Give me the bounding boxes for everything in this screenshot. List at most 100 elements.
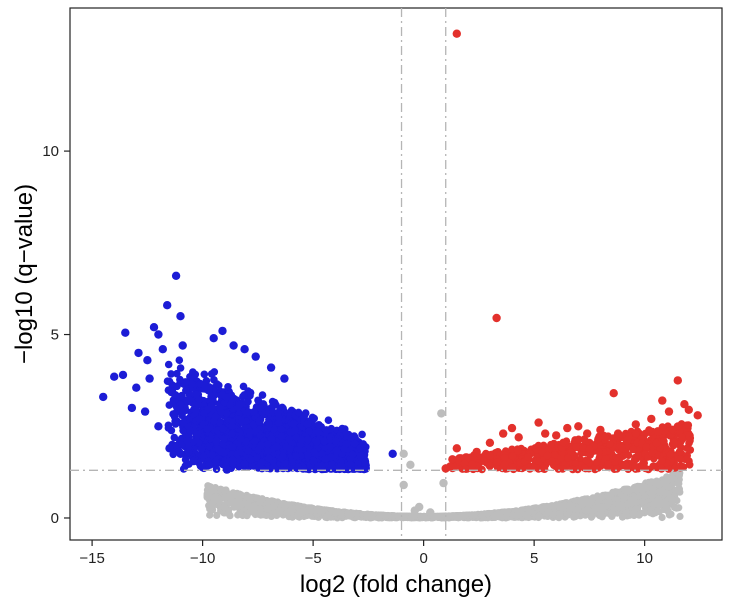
upregulated-point (686, 436, 694, 445)
non-significant-point (592, 504, 600, 512)
non-significant-cloud (203, 469, 684, 522)
downregulated-point (342, 430, 350, 438)
upregulated-point (508, 452, 517, 461)
upregulated-point (530, 463, 538, 472)
non-significant-point (303, 506, 312, 514)
upregulated-point (514, 447, 522, 455)
upregulated-point (548, 457, 556, 465)
non-significant-point (225, 492, 233, 500)
upregulated-cloud (447, 420, 695, 474)
non-significant-point (668, 475, 677, 483)
upregulated-point (617, 444, 626, 452)
non-significant-point (256, 498, 264, 507)
downregulated-point (207, 370, 216, 378)
non-significant-point (630, 509, 638, 517)
upregulated-point (645, 426, 653, 434)
upregulated-point (540, 465, 549, 474)
upregulated-point (658, 457, 666, 465)
non-significant-point (549, 510, 558, 518)
upregulated-point (683, 444, 691, 453)
non-significant-point (567, 502, 575, 510)
non-significant-point (233, 492, 242, 500)
downregulated-point (200, 370, 209, 379)
upregulated-point (572, 460, 580, 468)
upregulated-point (676, 455, 685, 463)
upregulated-point (678, 433, 686, 441)
upregulated-point (664, 465, 673, 473)
non-significant-point (318, 507, 326, 515)
upregulated-point (592, 458, 601, 467)
upregulated-point (676, 448, 684, 456)
non-significant-point (244, 500, 252, 508)
non-significant-point (366, 511, 374, 519)
non-significant-point (346, 510, 354, 518)
non-significant-point (468, 511, 476, 519)
upregulated-point (685, 461, 694, 469)
downregulated-point (175, 356, 184, 365)
upregulated-point (670, 438, 678, 447)
non-significant-point (611, 488, 620, 496)
non-significant-point (668, 497, 677, 505)
non-significant-point (661, 499, 669, 507)
non-significant-point (273, 510, 281, 518)
non-significant-point (665, 511, 674, 519)
upregulated-point (524, 453, 533, 461)
upregulated-point (462, 465, 470, 473)
non-significant-point (234, 511, 242, 519)
non-significant-point (313, 506, 321, 514)
non-significant-point (658, 513, 666, 522)
non-significant-point (642, 484, 650, 492)
downregulated-point (177, 440, 186, 448)
downregulated-point (164, 386, 173, 395)
non-significant-point (618, 513, 627, 521)
non-significant-point (664, 483, 672, 491)
upregulated-point (606, 440, 614, 449)
upregulated-point (508, 445, 516, 454)
non-significant-point (206, 511, 214, 519)
non-significant-point (556, 510, 564, 518)
non-significant-point (604, 491, 612, 499)
upregulated-point (624, 451, 633, 460)
non-significant-point (675, 485, 684, 493)
non-significant-point (509, 511, 517, 519)
upregulated-point (558, 465, 567, 473)
upregulated-point (533, 457, 542, 465)
upregulated-point (486, 462, 494, 471)
downregulated-point (169, 450, 177, 459)
upregulated-point (469, 454, 478, 463)
non-significant-point (588, 496, 596, 504)
upregulated-point (581, 436, 589, 445)
upregulated-point (572, 443, 581, 451)
upregulated-point (579, 443, 587, 452)
upregulated-point (679, 463, 688, 471)
non-significant-point (638, 498, 646, 506)
upregulated-point (642, 443, 651, 451)
non-significant-point (217, 485, 225, 493)
non-significant-point (675, 471, 683, 479)
non-significant-point (620, 493, 628, 501)
upregulated-point (486, 452, 494, 460)
downregulated-point (244, 397, 252, 406)
upregulated-point (660, 437, 668, 446)
upregulated-point (652, 439, 661, 448)
upregulated-point (674, 422, 682, 430)
non-significant-point (225, 509, 233, 517)
upregulated-point (604, 460, 612, 468)
upregulated-point (500, 454, 509, 462)
non-significant-point (574, 506, 582, 514)
downregulated-point (167, 370, 175, 378)
upregulated-point (480, 457, 489, 465)
non-significant-point (582, 506, 590, 515)
downregulated-point (173, 382, 181, 391)
upregulated-point (493, 458, 502, 466)
non-significant-point (235, 502, 244, 511)
upregulated-point (647, 448, 656, 457)
upregulated-point (666, 450, 675, 459)
upregulated-point (668, 425, 677, 434)
upregulated-point (629, 445, 637, 454)
non-significant-point (614, 500, 622, 508)
downregulated-cloud (163, 356, 370, 474)
upregulated-point (543, 451, 552, 460)
non-significant-point (597, 511, 605, 519)
